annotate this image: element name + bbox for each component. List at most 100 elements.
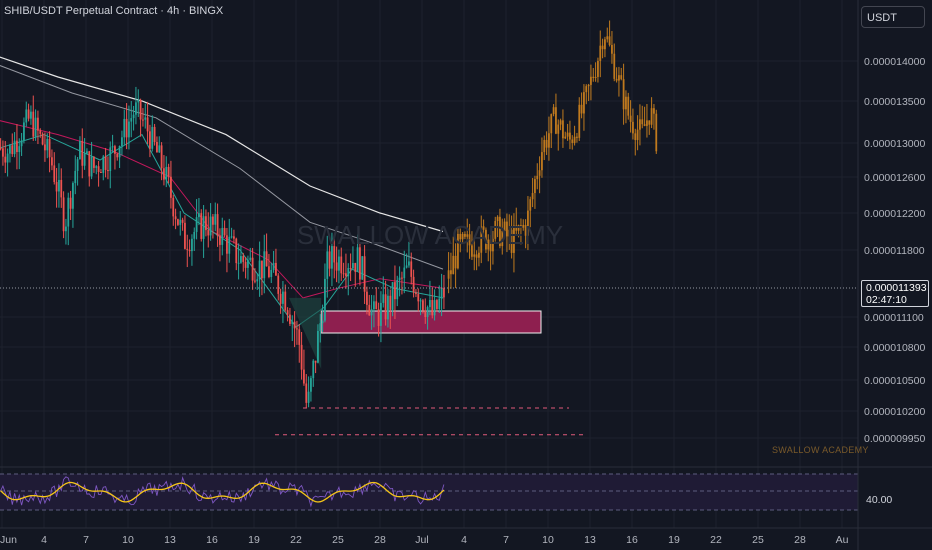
proj-candle-body — [513, 225, 515, 253]
proj-candle-body — [636, 129, 639, 141]
dashed-levels — [0, 287, 858, 436]
hist-candle-body — [230, 236, 233, 238]
hist-candle-body — [331, 246, 333, 269]
proj-candle-body — [611, 44, 613, 54]
date-tick-label: 19 — [668, 534, 680, 546]
hist-candle-body — [20, 140, 23, 147]
proj-candle-body — [515, 225, 518, 231]
hist-candle-body — [289, 314, 291, 324]
hist-candle-body — [286, 310, 289, 315]
proj-candle-body — [641, 119, 644, 125]
hist-candle-body — [76, 159, 79, 171]
proj-candle-body — [487, 239, 490, 250]
hist-candle-body — [303, 369, 305, 384]
hist-candle-body — [209, 216, 212, 236]
proj-candle-body — [625, 96, 627, 110]
hist-candle-body — [391, 282, 394, 310]
hist-candle-body — [79, 140, 81, 160]
proj-candle-body — [597, 60, 599, 77]
date-tick-label: 16 — [206, 534, 218, 546]
date-tick-label: 16 — [626, 534, 638, 546]
hist-candle-body — [153, 126, 156, 142]
hist-candle-body — [254, 280, 256, 282]
hist-candle-body — [263, 251, 266, 279]
hist-candle-body — [347, 268, 350, 277]
projection-candles — [447, 20, 658, 294]
hist-candle-body — [345, 273, 347, 277]
hist-candle-body — [438, 298, 441, 310]
hist-candle-body — [219, 235, 221, 245]
hist-candle-body — [139, 99, 142, 120]
hist-candle-body — [132, 114, 135, 119]
proj-candle-body — [461, 233, 464, 240]
hist-candle-body — [207, 230, 210, 236]
hist-candle-body — [272, 262, 275, 270]
proj-candle-body — [501, 231, 504, 247]
date-tick-label: 4 — [461, 534, 467, 546]
hist-candle-body — [377, 309, 380, 326]
price-tick-label: 0.000012600 — [864, 172, 925, 184]
hist-candle-body — [146, 117, 149, 132]
hist-candle-body — [256, 279, 259, 282]
hist-candle-body — [179, 219, 182, 225]
proj-candle-body — [454, 255, 457, 269]
proj-candle-body — [466, 234, 469, 237]
date-tick-label: 22 — [290, 534, 302, 546]
price-tick-label: 0.000011100 — [864, 312, 924, 324]
proj-candle-body — [520, 225, 522, 228]
price-tick-label: 0.000010800 — [864, 342, 925, 354]
proj-candle-body — [492, 238, 494, 252]
price-tick-label: 0.000010200 — [864, 406, 925, 418]
hist-candle-body — [39, 130, 42, 134]
proj-candle-body — [650, 108, 653, 125]
date-tick-label: 10 — [122, 534, 134, 546]
hist-candle-body — [111, 146, 114, 148]
hist-candle-body — [314, 360, 317, 363]
hist-candle-body — [177, 219, 179, 225]
date-tick-label: 7 — [83, 534, 89, 546]
hist-candle-body — [422, 300, 424, 311]
proj-candle-body — [524, 224, 527, 236]
grid-lines — [0, 0, 858, 528]
hist-candle-body — [412, 276, 415, 293]
hist-candle-body — [174, 216, 177, 220]
proj-candle-body — [480, 226, 483, 253]
hist-candle-body — [321, 320, 324, 324]
proj-candle-body — [632, 121, 634, 134]
hist-candle-body — [326, 251, 329, 279]
proj-candle-body — [499, 216, 501, 247]
price-tick-label: 0.000013000 — [864, 138, 925, 150]
hist-candle-body — [249, 257, 252, 260]
hist-candle-body — [109, 147, 112, 172]
proj-candle-body — [569, 132, 571, 140]
currency-button[interactable]: USDT — [861, 6, 925, 28]
hist-candle-body — [312, 360, 315, 379]
proj-candle-body — [557, 124, 560, 134]
hist-candle-body — [44, 144, 46, 151]
hist-candle-body — [415, 292, 417, 295]
hist-candle-body — [116, 153, 119, 158]
proj-candle-body — [522, 224, 525, 228]
hist-candle-body — [270, 269, 273, 277]
hist-candle-body — [258, 260, 261, 280]
proj-candle-body — [599, 45, 602, 61]
hist-candle-body — [200, 213, 203, 239]
hist-candle-body — [389, 295, 392, 310]
oscillator-pane — [0, 466, 932, 511]
hist-candle-body — [352, 263, 354, 269]
proj-candle-body — [545, 139, 548, 148]
proj-candle-body — [643, 124, 646, 126]
price-tick-label: 0.000010500 — [864, 375, 925, 387]
osc-band — [0, 474, 858, 510]
hist-candle-body — [368, 304, 371, 316]
hist-candle-body — [380, 302, 382, 326]
proj-candle-body — [550, 114, 553, 134]
hist-candle-body — [338, 256, 340, 271]
proj-candle-body — [648, 120, 651, 125]
hist-candle-body — [156, 141, 158, 153]
proj-candle-body — [627, 96, 630, 116]
hist-candle-body — [88, 151, 91, 177]
hist-candle-body — [125, 118, 128, 138]
proj-candle-body — [457, 233, 459, 269]
